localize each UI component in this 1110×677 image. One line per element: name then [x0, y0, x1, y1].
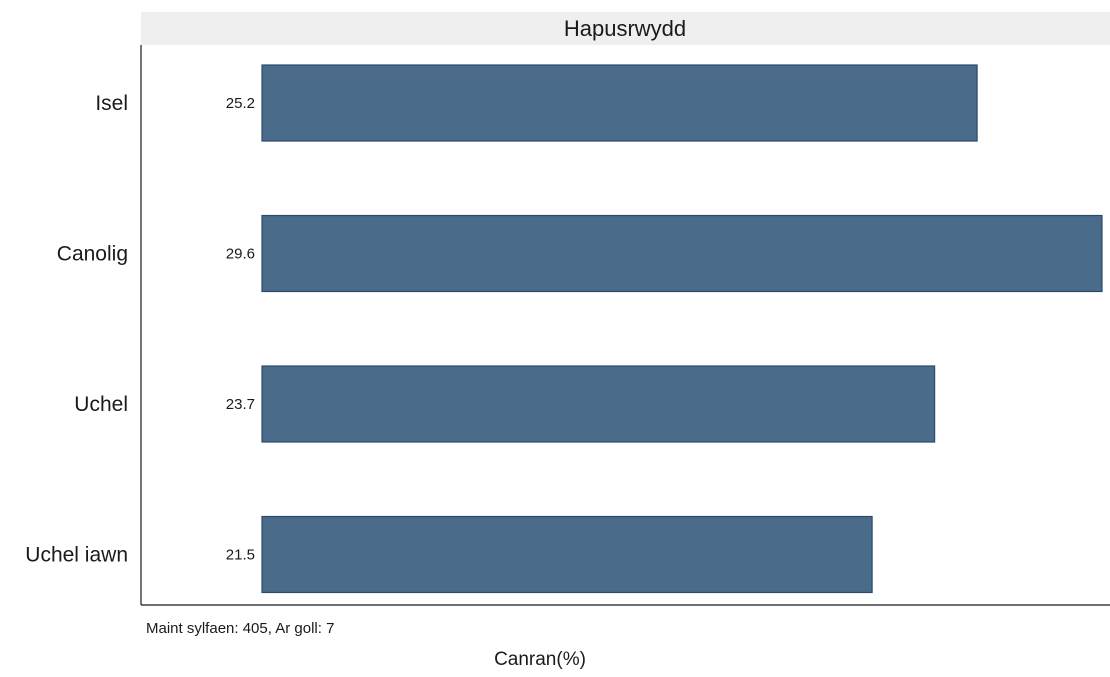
- value-label-uchel: 23.7: [226, 396, 255, 413]
- category-label-isel: Isel: [95, 92, 128, 115]
- value-label-uchel-iawn: 21.5: [226, 547, 255, 564]
- value-label-isel: 25.2: [226, 95, 255, 112]
- facet-strip: [141, 12, 1110, 45]
- facet-title: Hapusrwydd: [564, 16, 686, 41]
- x-axis-label: Canran(%): [494, 649, 586, 670]
- category-label-uchel: Uchel: [74, 393, 128, 416]
- value-label-canolig: 29.6: [226, 246, 255, 263]
- category-label-canolig: Canolig: [57, 243, 128, 266]
- base-size-note: Maint sylfaen: 405, Ar goll: 7: [146, 620, 334, 637]
- bars-group: Isel 25.2 Canolig 29.6 Uchel 23.7 Uchel iawn 2…: [25, 64, 1103, 594]
- bar-isel: [261, 64, 978, 142]
- bar-uchel: [261, 365, 936, 443]
- bar-uchel-iawn: [261, 515, 873, 594]
- bar-canolig: [261, 214, 1103, 293]
- category-label-uchel-iawn: Uchel iawn: [25, 544, 128, 567]
